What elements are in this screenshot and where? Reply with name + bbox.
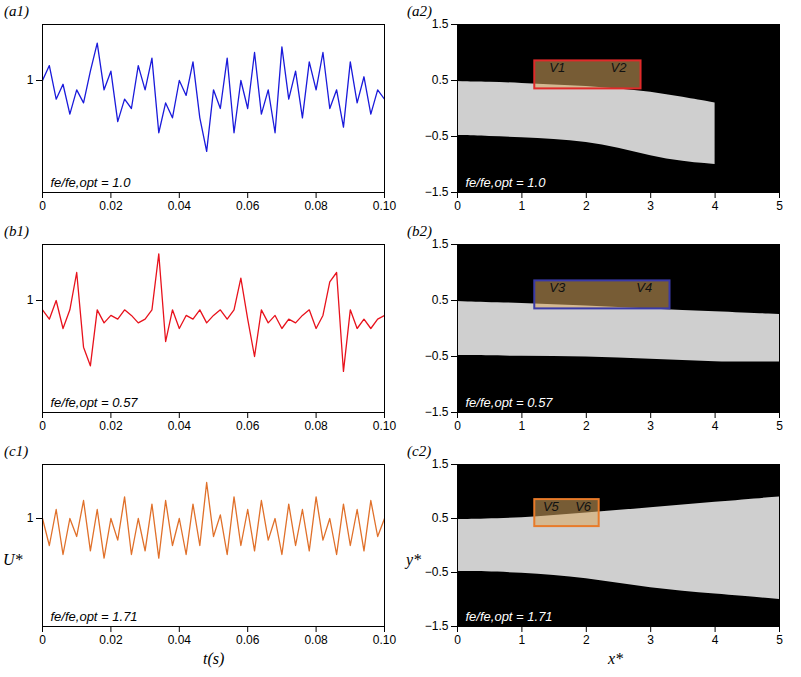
svg-text:3: 3 xyxy=(647,419,654,433)
svg-text:0: 0 xyxy=(454,419,461,433)
svg-text:2: 2 xyxy=(583,633,590,647)
svg-text:5: 5 xyxy=(776,419,783,433)
svg-text:V3: V3 xyxy=(549,280,566,295)
svg-text:0.10: 0.10 xyxy=(373,419,397,433)
svg-text:0: 0 xyxy=(454,199,461,213)
svg-text:V5: V5 xyxy=(543,499,560,514)
svg-text:1.5: 1.5 xyxy=(432,457,449,471)
svg-text:3: 3 xyxy=(647,633,654,647)
svg-text:0.02: 0.02 xyxy=(99,199,123,213)
svg-text:1.5: 1.5 xyxy=(432,237,449,251)
svg-text:V4: V4 xyxy=(636,280,652,295)
svg-text:fe/fe,opt = 1.0: fe/fe,opt = 1.0 xyxy=(466,175,547,190)
html-text:(b2): (b2) xyxy=(407,223,432,239)
svg-text:0: 0 xyxy=(454,633,461,647)
html-text:(b1): (b1) xyxy=(4,223,29,239)
svg-text:V1: V1 xyxy=(549,60,565,75)
svg-text:5: 5 xyxy=(776,199,783,213)
svg-text:1: 1 xyxy=(519,199,526,213)
svg-text:−0.5: −0.5 xyxy=(425,129,449,143)
svg-text:1: 1 xyxy=(27,511,34,525)
svg-text:2: 2 xyxy=(583,199,590,213)
svg-text:4: 4 xyxy=(712,199,719,213)
svg-text:−0.5: −0.5 xyxy=(425,565,449,579)
html-text:U*: U* xyxy=(3,551,23,568)
svg-text:0.04: 0.04 xyxy=(168,419,192,433)
svg-text:0.08: 0.08 xyxy=(304,633,328,647)
svg-text:1: 1 xyxy=(519,419,526,433)
svg-text:fe/fe,opt = 0.57: fe/fe,opt = 0.57 xyxy=(51,395,139,410)
svg-text:0.04: 0.04 xyxy=(168,633,192,647)
svg-text:0.02: 0.02 xyxy=(99,419,123,433)
svg-text:−0.5: −0.5 xyxy=(425,349,449,363)
svg-text:2: 2 xyxy=(583,419,590,433)
svg-text:1: 1 xyxy=(27,73,34,87)
svg-text:0: 0 xyxy=(39,419,46,433)
html-text:(a1): (a1) xyxy=(4,3,29,19)
svg-text:0.08: 0.08 xyxy=(304,419,328,433)
svg-text:fe/fe,opt = 1.71: fe/fe,opt = 1.71 xyxy=(466,609,553,624)
svg-text:0.06: 0.06 xyxy=(236,199,260,213)
html-text:t(s): t(s) xyxy=(203,650,225,667)
html-text:x*: x* xyxy=(608,650,624,667)
svg-text:3: 3 xyxy=(647,199,654,213)
svg-text:0.04: 0.04 xyxy=(168,199,192,213)
svg-text:0.5: 0.5 xyxy=(432,511,449,525)
svg-text:0.02: 0.02 xyxy=(99,633,123,647)
html-text:(c2): (c2) xyxy=(407,443,432,459)
svg-text:0.10: 0.10 xyxy=(373,633,397,647)
svg-text:0.5: 0.5 xyxy=(432,293,449,307)
svg-text:−1.5: −1.5 xyxy=(425,405,449,419)
svg-text:0.08: 0.08 xyxy=(304,199,328,213)
svg-text:4: 4 xyxy=(712,633,719,647)
svg-text:0.5: 0.5 xyxy=(432,73,449,87)
svg-text:4: 4 xyxy=(712,419,719,433)
svg-text:V6: V6 xyxy=(575,499,592,514)
svg-text:0.06: 0.06 xyxy=(236,419,260,433)
svg-text:1: 1 xyxy=(519,633,526,647)
svg-text:1.5: 1.5 xyxy=(432,17,449,31)
svg-text:−1.5: −1.5 xyxy=(425,185,449,199)
svg-text:fe/fe,opt = 1.0: fe/fe,opt = 1.0 xyxy=(51,175,132,190)
svg-text:5: 5 xyxy=(776,633,783,647)
svg-text:0: 0 xyxy=(39,633,46,647)
svg-text:1: 1 xyxy=(27,293,34,307)
html-text:(c1): (c1) xyxy=(4,443,29,459)
svg-text:0: 0 xyxy=(39,199,46,213)
svg-text:0.06: 0.06 xyxy=(236,633,260,647)
svg-text:V2: V2 xyxy=(611,60,628,75)
html-text:y*: y* xyxy=(406,551,422,568)
html-text:(a2): (a2) xyxy=(407,3,432,19)
svg-text:fe/fe,opt = 0.57: fe/fe,opt = 0.57 xyxy=(466,395,554,410)
svg-text:fe/fe,opt = 1.71: fe/fe,opt = 1.71 xyxy=(51,609,138,624)
svg-text:0.10: 0.10 xyxy=(373,199,397,213)
svg-text:−1.5: −1.5 xyxy=(425,619,449,633)
